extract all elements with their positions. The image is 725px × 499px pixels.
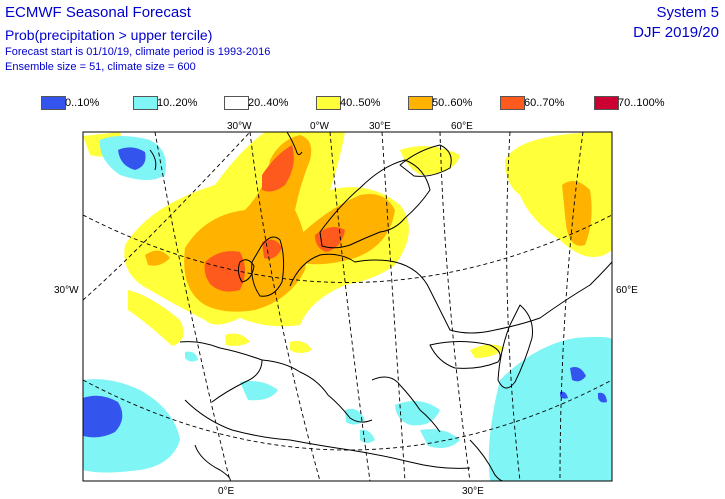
season-label: DJF 2019/20: [633, 24, 719, 41]
legend-swatch: [133, 96, 158, 110]
scandinavia-coast: [319, 159, 431, 249]
italy-coast: [261, 359, 373, 423]
coastlines: [149, 132, 612, 481]
black-sea-coast: [429, 341, 501, 369]
legend-label: 50..60%: [432, 97, 473, 109]
legend-label: 70..100%: [618, 97, 665, 109]
legend-swatch: [594, 96, 619, 110]
graticule: [83, 132, 612, 481]
meridian-50e: [506, 132, 521, 481]
legend-swatch: [316, 96, 341, 110]
chart-subtitle: Prob(precipitation > upper tercile): [5, 27, 213, 43]
legend-swatch: [224, 96, 249, 110]
legend-label: 40..50%: [340, 97, 381, 109]
legend-label: 20..40%: [248, 97, 289, 109]
legend-label: 60..70%: [524, 97, 565, 109]
legend-swatch: [500, 96, 525, 110]
balkan-coast: [371, 376, 441, 433]
north-eurasia-coast: [289, 253, 612, 334]
grid-label-top-0w: 0°W: [310, 121, 330, 132]
meridian-30w: [83, 132, 251, 301]
legend-label: 0..10%: [65, 97, 100, 109]
chart-title: ECMWF Seasonal Forecast: [5, 4, 191, 21]
grid-label-top-60e: 60°E: [451, 121, 473, 132]
grid-label-left-30w: 30°W: [54, 285, 79, 296]
grid-label-bottom-30e: 30°E: [462, 486, 484, 497]
grid-label-right-60e: 60°E: [616, 285, 638, 296]
parallel-60n: [83, 214, 612, 283]
west-africa-coast: [194, 444, 231, 481]
britain-coast: [251, 236, 285, 297]
meridian-30e: [381, 132, 406, 481]
ensemble-info-line: Ensemble size = 51, climate size = 600: [5, 61, 196, 73]
blue-0-10-areas: [83, 147, 607, 438]
meridian-40e: [439, 132, 471, 481]
grid-label-top-30w: 30°W: [227, 121, 252, 132]
system-label: System 5: [656, 4, 719, 21]
meridian-60e: [559, 132, 584, 481]
greenland-coast: [286, 132, 303, 156]
forecast-info-line: Forecast start is 01/10/19, climate peri…: [5, 46, 271, 58]
meridian-0: [154, 132, 231, 481]
legend: 0..10% 10..20% 20..40% 40..50% 50..60% 6…: [0, 96, 725, 112]
meridian-10e: [249, 132, 321, 481]
grid-label-top-30e: 30°E: [369, 121, 391, 132]
caspian-coast: [497, 304, 533, 389]
red-sea-coast: [469, 439, 504, 481]
north-africa-coast: [184, 399, 471, 469]
ireland-coast: [237, 259, 255, 283]
grid-label-bottom-0e: 0°E: [218, 486, 235, 497]
iceland-coast: [149, 149, 157, 171]
kola-coast: [399, 144, 452, 177]
parallel-30n: [83, 379, 612, 451]
legend-swatch: [408, 96, 433, 110]
legend-label: 10..20%: [157, 97, 198, 109]
map-frame: [82, 131, 613, 482]
legend-swatch: [41, 96, 66, 110]
meridian-20e: [329, 132, 371, 481]
